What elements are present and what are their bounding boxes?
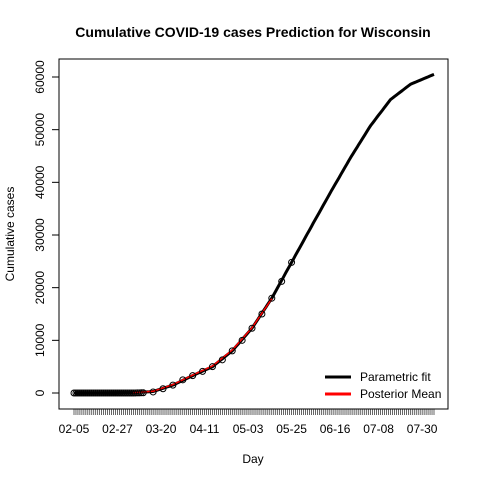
x-tick-label: 04-11 (190, 422, 220, 436)
y-tick-label: 40000 (33, 165, 47, 199)
legend: Parametric fit Posterior Mean (325, 370, 441, 401)
data-point (278, 277, 286, 285)
y-tick-label: 20000 (33, 271, 47, 305)
data-point (139, 389, 147, 397)
x-tick-label: 07-30 (407, 422, 438, 436)
data-point (218, 356, 226, 364)
x-tick-label: 05-25 (276, 422, 307, 436)
data-point (248, 324, 256, 332)
legend-label-fit: Parametric fit (360, 370, 431, 384)
x-tick-label: 05-03 (233, 422, 264, 436)
y-tick-label: 30000 (33, 218, 47, 252)
x-tick-label: 07-08 (363, 422, 394, 436)
data-point (208, 363, 216, 371)
data-point (238, 336, 246, 344)
y-tick-label: 10000 (33, 323, 47, 357)
x-tick-label: 02-05 (59, 422, 90, 436)
legend-label-posterior: Posterior Mean (360, 387, 441, 401)
data-point (199, 367, 207, 375)
data-point (288, 258, 296, 266)
series-line-posterior-mean (133, 298, 273, 394)
observed-points (70, 258, 296, 397)
x-tick-label: 02-27 (102, 422, 133, 436)
data-point (258, 310, 266, 318)
x-axis-label: Day (242, 452, 263, 466)
data-point (149, 388, 157, 396)
plot-frame (58, 58, 449, 410)
data-point (189, 372, 197, 380)
data-point (137, 389, 145, 397)
x-tick-label: 03-20 (146, 422, 177, 436)
y-tick-label: 60000 (33, 60, 47, 94)
data-point (268, 294, 276, 302)
data-point (135, 389, 143, 397)
y-tick-label: 0 (33, 389, 47, 396)
y-axis-label: Cumulative cases (3, 187, 17, 282)
chart-title: Cumulative COVID-19 cases Prediction for… (75, 24, 430, 40)
data-point (169, 381, 177, 389)
data-point (179, 376, 187, 384)
data-point (228, 347, 236, 355)
y-tick-label: 50000 (33, 113, 47, 147)
x-tick-label: 06-16 (320, 422, 351, 436)
data-point (159, 385, 167, 393)
axis-ticks: 0 10000 20000 30000 40000 50000 60000 02-05 02-2… (33, 60, 438, 436)
